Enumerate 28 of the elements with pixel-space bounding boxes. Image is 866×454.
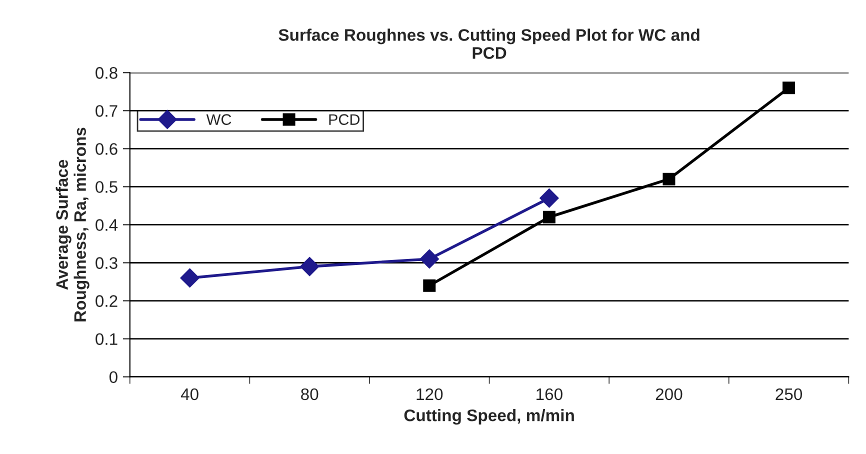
x-tick-label: 80 <box>301 388 318 400</box>
point <box>542 210 556 224</box>
y-tick-label: 0.1 <box>96 333 118 345</box>
point <box>540 188 559 208</box>
y-tick-label: 0 <box>109 371 118 384</box>
point <box>423 279 436 292</box>
x-tick-label: 120 <box>416 388 443 400</box>
chart-title: Surface Roughnes vs. Cutting Speed Plot for WC and PCD <box>278 28 700 59</box>
y-tick-label: 0.6 <box>96 143 118 155</box>
y-tick-label: 0.4 <box>96 219 118 231</box>
x-tick-label: 250 <box>776 388 802 400</box>
y-axis-title: Average Surface Roughness, Ra, microns <box>56 128 90 322</box>
y-tick-label: 0.8 <box>96 67 118 79</box>
x-tick-label: 40 <box>180 388 198 400</box>
y-tick-label: 0.7 <box>96 105 118 117</box>
x-tick-label: 200 <box>656 388 682 400</box>
point <box>300 257 320 276</box>
y-tick-label: 0.2 <box>96 295 118 307</box>
y-tick-label: 0.5 <box>96 181 118 193</box>
legend-label: WC <box>206 114 232 125</box>
x-tick-label: 160 <box>536 388 562 400</box>
point <box>662 172 676 186</box>
y-tick-label: 0.3 <box>96 257 118 269</box>
point <box>420 249 439 268</box>
point <box>782 82 796 94</box>
legend-label: PCD <box>329 114 360 125</box>
point <box>180 268 200 288</box>
x-axis-title: Cutting Speed, m/min <box>404 409 574 425</box>
